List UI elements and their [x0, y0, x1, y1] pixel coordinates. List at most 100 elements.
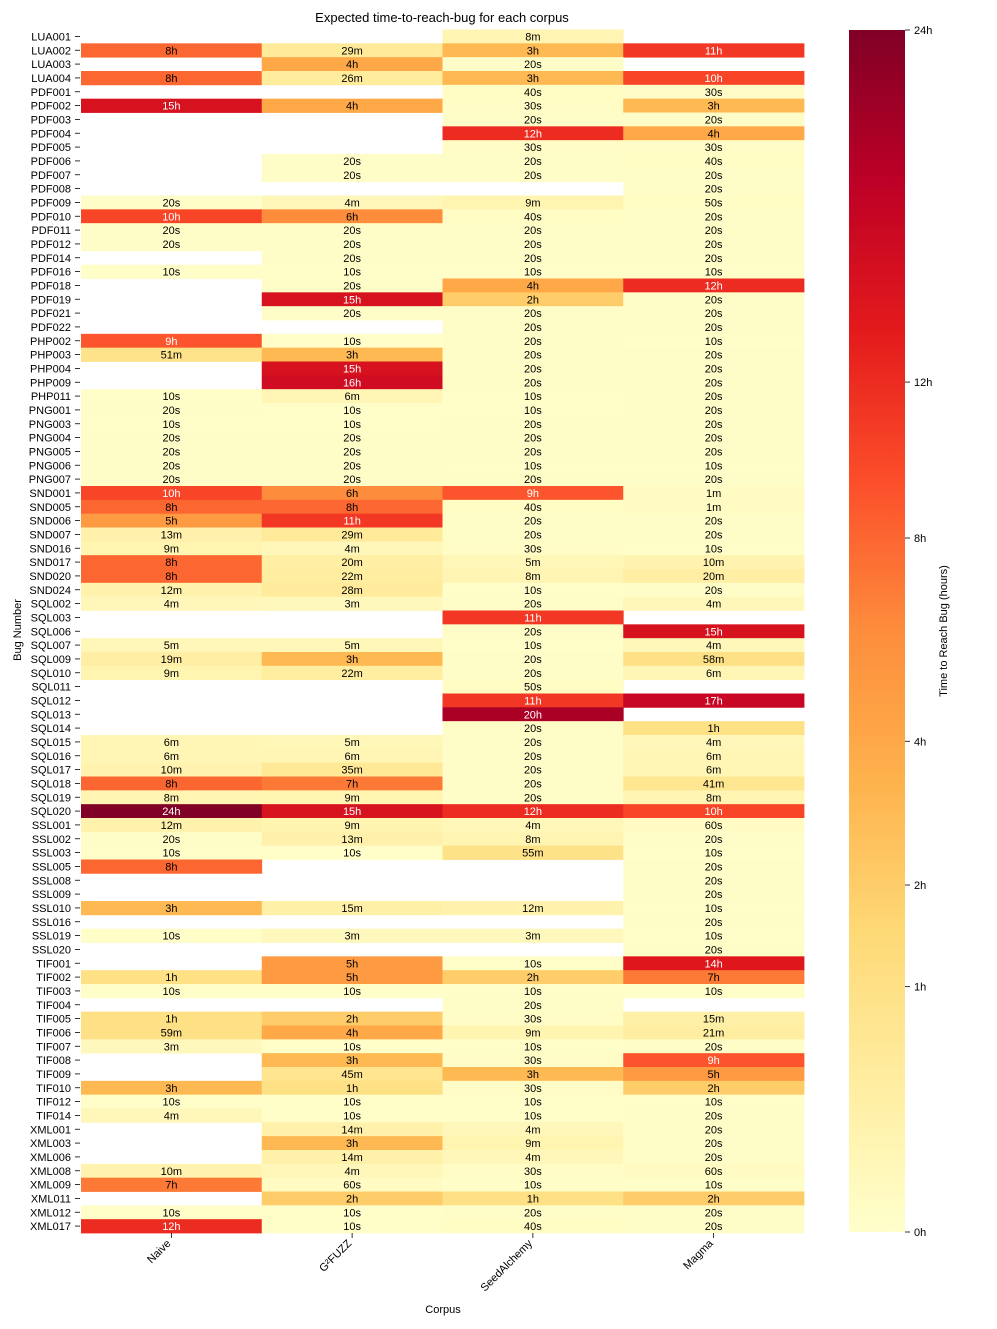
cell-label: 10s: [163, 419, 181, 431]
heatmap-cell: [623, 306, 805, 321]
cell-label: 20s: [163, 460, 181, 472]
heatmap-cell: [81, 1025, 263, 1040]
cell-label: 30s: [524, 142, 542, 154]
colorbar: [849, 30, 905, 1232]
y-tick-label: TIF012: [36, 1097, 71, 1109]
cell-label: 40s: [524, 87, 542, 99]
cell-label: 20s: [163, 225, 181, 237]
cell-label: 20s: [524, 668, 542, 680]
heatmap-cell: [261, 1094, 443, 1109]
cell-label: 8h: [165, 502, 177, 514]
cell-label: 20s: [705, 114, 723, 126]
cell-label: 20s: [705, 516, 723, 528]
cell-label: 10s: [524, 267, 542, 279]
cell-label: 4m: [344, 543, 359, 555]
cell-label: 6m: [706, 668, 721, 680]
heatmap-cell: [261, 278, 443, 293]
heatmap-cell: [623, 984, 805, 999]
heatmap-cell: [623, 499, 805, 515]
cell-label: 8m: [525, 31, 540, 43]
y-tick-label: PDF006: [31, 156, 71, 168]
cell-label: 20s: [524, 778, 542, 790]
heatmap-cell: [261, 292, 443, 307]
heatmap-cell: [261, 195, 443, 210]
y-tick-label: PDF002: [31, 101, 71, 113]
cell-label: 4m: [164, 1110, 179, 1122]
heatmap-cell: [261, 638, 443, 653]
cell-label: 10s: [705, 267, 723, 279]
heatmap-cell: [442, 430, 624, 445]
heatmap-cell: [81, 928, 263, 943]
cell-label: 10s: [705, 1097, 723, 1109]
y-tick-label: SQL012: [31, 695, 71, 707]
heatmap-cell: [442, 486, 624, 501]
cell-label: 20s: [705, 917, 723, 929]
y-tick-label: SQL007: [31, 640, 71, 652]
heatmap-cell: [81, 486, 263, 501]
heatmap-cell: [261, 167, 443, 183]
heatmap-cell: [261, 790, 443, 805]
cell-label: 16h: [343, 377, 361, 389]
cell-label: 8h: [165, 73, 177, 85]
heatmap-cell: [261, 1136, 443, 1151]
y-tick-label: PDF005: [31, 142, 71, 154]
cell-label: 20m: [703, 571, 724, 583]
y-tick-label: SSL020: [32, 944, 71, 956]
heatmap-cell: [442, 513, 624, 528]
cell-label: 20s: [705, 363, 723, 375]
y-tick-label: SND007: [29, 529, 71, 541]
heatmap-cell: [623, 569, 805, 584]
heatmap-cell: [81, 195, 263, 210]
cell-label: 10s: [524, 1041, 542, 1053]
heatmap-cell: [261, 43, 443, 58]
heatmap-cell: [623, 237, 805, 252]
cell-label: 20s: [163, 446, 181, 458]
heatmap-cell: [623, 43, 805, 58]
heatmap-cell: [442, 29, 624, 44]
heatmap-cell: [623, 1053, 805, 1068]
heatmap-cell: [442, 112, 624, 127]
heatmap-cell: [261, 347, 443, 362]
heatmap-cell: [442, 638, 624, 653]
cell-label: 6m: [164, 751, 179, 763]
cell-label: 5h: [165, 516, 177, 528]
cell-label: 30s: [524, 1166, 542, 1178]
cell-label: 60s: [705, 1166, 723, 1178]
cell-label: 20s: [163, 197, 181, 209]
cell-label: 10h: [704, 806, 722, 818]
y-tick-label: PDF019: [31, 294, 71, 306]
y-tick-label: SSL002: [32, 834, 71, 846]
cell-label: 9h: [527, 488, 539, 500]
y-tick-label: PNG007: [29, 474, 71, 486]
cell-label: 4m: [706, 599, 721, 611]
cell-label: 10s: [524, 585, 542, 597]
cell-label: 1h: [527, 1193, 539, 1205]
cell-label: 20s: [705, 1124, 723, 1136]
heatmap-cell: [623, 721, 805, 736]
cell-label: 4m: [164, 599, 179, 611]
cell-label: 3h: [346, 1055, 358, 1067]
cell-label: 10s: [524, 391, 542, 403]
heatmap-cell: [442, 1122, 624, 1137]
colorbar-tick-label: 4h: [914, 736, 926, 748]
cell-label: 3h: [346, 350, 358, 362]
heatmap-cell: [261, 1219, 443, 1234]
heatmap-cell: [442, 361, 624, 376]
cell-label: 10s: [524, 1110, 542, 1122]
heatmap-cell: [623, 513, 805, 528]
cell-label: 5m: [344, 640, 359, 652]
heatmap-cell: [81, 444, 263, 459]
heatmap-cell: [442, 237, 624, 252]
cell-label: 14h: [704, 958, 722, 970]
heatmap-cell: [261, 956, 443, 971]
heatmap-cell: [623, 292, 805, 307]
heatmap-cell: [623, 112, 805, 127]
heatmap-cell: [261, 71, 443, 86]
heatmap-cell: [623, 403, 805, 418]
heatmap-cell: [442, 1177, 624, 1192]
heatmap-cell: [623, 167, 805, 183]
cell-label: 20s: [343, 474, 361, 486]
y-tick-label: PNG005: [29, 446, 71, 458]
y-tick-label: LUA002: [31, 45, 71, 57]
heatmap-cell: [81, 859, 263, 874]
